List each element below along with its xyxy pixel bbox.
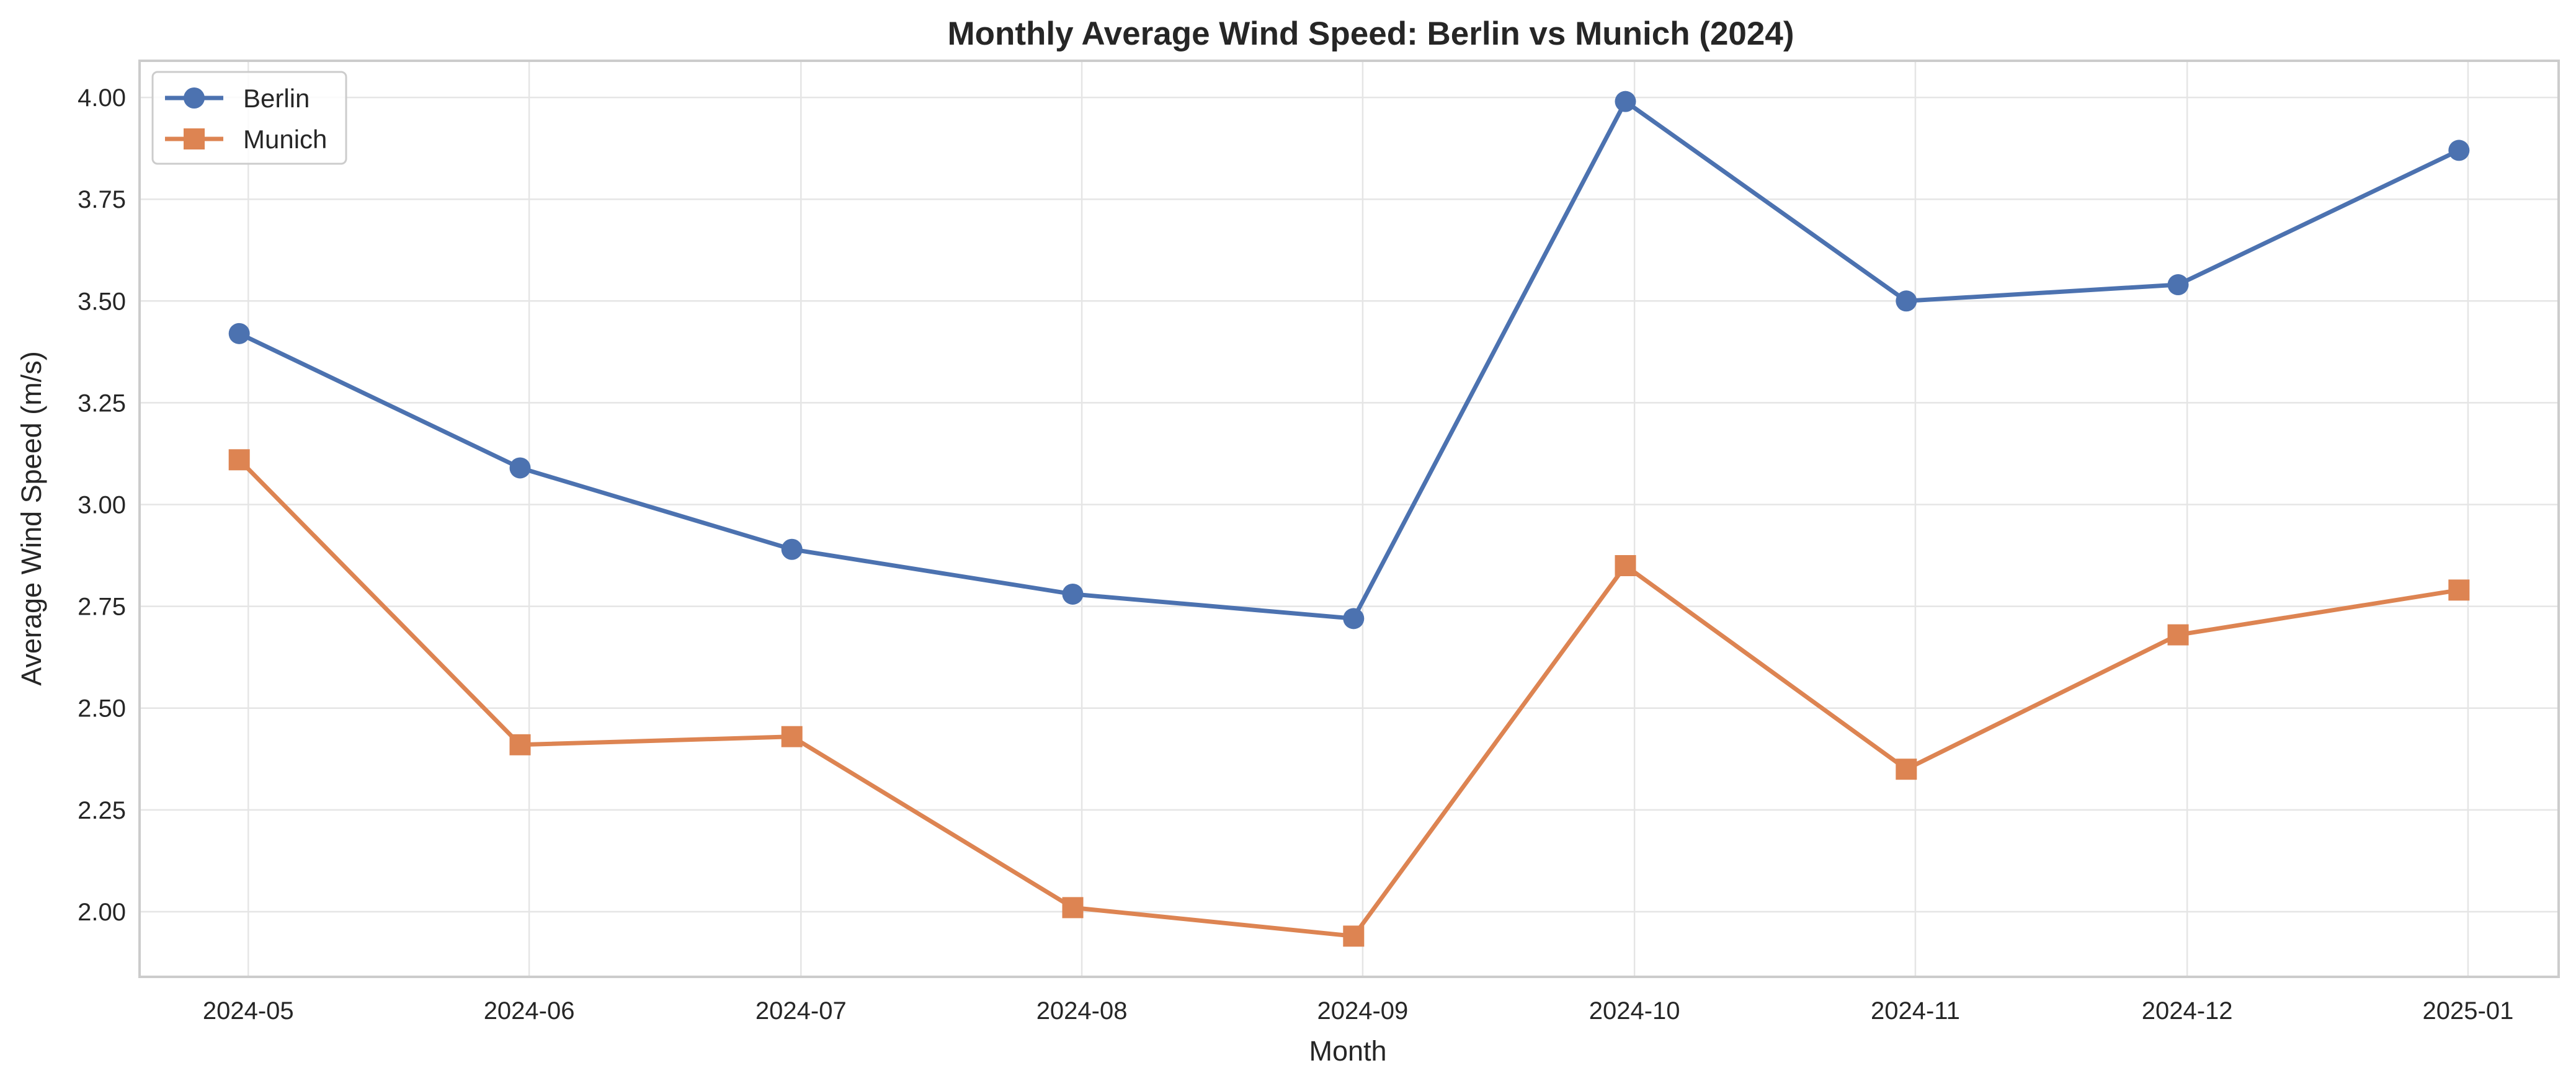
data-point-berlin [1343,608,1365,630]
chart-title: Monthly Average Wind Speed: Berlin vs Mu… [947,16,1794,52]
y-tick-label: 3.25 [78,389,126,417]
x-tick-label: 2025-01 [2423,997,2514,1025]
data-point-munich [1343,925,1365,947]
x-tick-label: 2024-07 [755,997,847,1025]
y-axis-label: Average Wind Speed (m/s) [16,351,47,685]
legend: Berlin Munich [151,71,347,165]
x-tick-label: 2024-08 [1036,997,1128,1025]
legend-marker [184,128,205,149]
plot-area-frame [138,60,2560,978]
y-tick-label: 2.50 [78,695,126,723]
x-axis-label: Month [1309,1035,1386,1067]
legend-label: Berlin [243,84,310,113]
y-tick-label: 2.25 [78,797,126,824]
series-line-berlin [237,99,2461,621]
series-munich [228,449,2470,947]
x-tick-label: 2024-09 [1317,997,1409,1025]
x-tick-label: 2024-10 [1589,997,1680,1025]
legend-item-berlin: Berlin [165,84,310,113]
x-tick-label: 2024-11 [1871,997,1960,1025]
data-point-berlin [2167,274,2189,296]
data-point-munich [1896,759,1917,780]
y-tick-label: 2.75 [78,594,126,621]
data-point-berlin [1062,583,1084,605]
data-point-munich [228,449,250,471]
series-berlin [228,91,2470,630]
data-point-munich [781,726,803,747]
y-axis-ticks: 2.00 2.25 2.50 2.75 3.00 3.25 3.50 3.75 4.00 [78,84,126,926]
legend-label: Munich [243,125,327,154]
y-tick-label: 3.00 [78,492,126,519]
data-point-berlin [228,323,250,344]
data-point-munich [1615,554,1636,576]
series-line-munich [237,457,2461,938]
data-point-berlin [2448,140,2470,161]
x-axis-ticks: 2024-05 2024-06 2024-07 2024-08 2024-09 2024-… [203,997,2513,1025]
data-point-munich [2167,624,2189,646]
x-tick-label: 2024-06 [484,997,575,1025]
data-point-berlin [781,538,803,560]
data-point-berlin [1896,290,1917,312]
data-point-munich [509,734,531,755]
y-tick-label: 4.00 [78,84,126,112]
data-point-berlin [1615,91,1636,112]
data-point-berlin [509,457,531,479]
data-point-munich [1062,897,1084,919]
series-layer [228,91,2470,947]
data-point-munich [2448,579,2470,601]
legend-item-munich: Munich [165,125,327,154]
y-tick-label: 3.50 [78,288,126,315]
y-tick-label: 2.00 [78,899,126,926]
grid [140,61,2559,977]
y-tick-label: 3.75 [78,186,126,213]
x-tick-label: 2024-05 [203,997,294,1025]
legend-marker [184,87,205,109]
x-tick-label: 2024-12 [2142,997,2233,1025]
